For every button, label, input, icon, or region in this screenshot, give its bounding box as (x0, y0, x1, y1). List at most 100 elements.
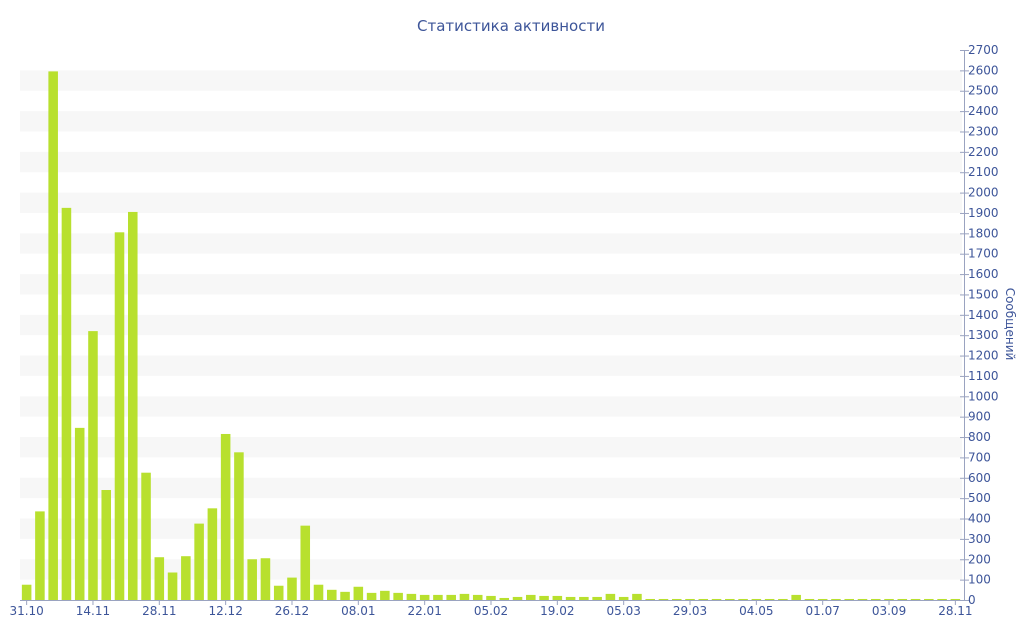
x-tick-label: 14.11 (76, 604, 110, 618)
bar (380, 590, 390, 600)
y-tick-label: 600 (968, 471, 991, 485)
x-tick-label: 01.07 (806, 604, 840, 618)
y-tick-label: 500 (968, 491, 991, 505)
y-tick-label: 0 (968, 593, 976, 607)
bar (884, 598, 894, 600)
bar (698, 598, 709, 600)
bar (512, 596, 523, 600)
y-tick-label: 2200 (968, 145, 999, 159)
bar (791, 594, 801, 600)
y-tick-label: 1300 (968, 328, 999, 342)
bar (74, 427, 85, 600)
grid-band (20, 151, 962, 173)
bar (618, 596, 629, 600)
bar (552, 595, 563, 600)
y-tick-label: 2500 (968, 84, 999, 98)
x-tick-label: 12.12 (208, 604, 242, 618)
bar (260, 558, 271, 600)
bar (327, 589, 337, 600)
grid-band (20, 314, 962, 336)
y-tick-label: 700 (968, 450, 991, 464)
bar (353, 586, 364, 600)
bar (844, 598, 854, 600)
grid-bands (20, 70, 962, 580)
x-tick-labels: 31.10 14.11 28.11 12.12 26.12 08.01 22.01 05.02… (9, 604, 972, 618)
y-tick-label: 1500 (968, 287, 999, 301)
bar (831, 598, 841, 600)
bar (287, 577, 297, 600)
grid-band (20, 111, 962, 132)
x-tick-label: 29.03 (673, 604, 707, 618)
y-tick-label: 1900 (968, 206, 999, 220)
y-tick-label: 1400 (968, 308, 999, 322)
x-tick-label: 19.02 (540, 604, 574, 618)
x-tick-label: 05.03 (607, 604, 641, 618)
bars (21, 71, 961, 600)
bar (950, 598, 961, 600)
y-axis-title: Сообщений (1003, 288, 1017, 361)
bar (605, 593, 616, 600)
bar (61, 207, 72, 600)
y-tick-label: 200 (968, 552, 991, 566)
bar (181, 556, 191, 600)
bar (924, 598, 934, 600)
y-tick-label: 1000 (968, 389, 999, 403)
bar (340, 591, 350, 600)
bar (48, 71, 58, 600)
bar (194, 523, 204, 600)
bar (313, 584, 324, 600)
y-tick-label: 800 (968, 430, 991, 444)
x-tick-label: 08.01 (341, 604, 375, 618)
y-tick-label: 900 (968, 410, 991, 424)
y-tick-label: 2000 (968, 186, 999, 200)
axes (20, 50, 969, 605)
bar (870, 598, 881, 600)
bar (247, 559, 257, 600)
y-tick-label: 1600 (968, 267, 999, 281)
y-tick-label: 100 (968, 573, 991, 587)
grid-band (20, 477, 962, 499)
bar (393, 592, 403, 600)
x-tick-label: 22.01 (407, 604, 441, 618)
bar (711, 598, 722, 600)
y-tick-label: 400 (968, 512, 991, 526)
x-tick-label: 28.11 (938, 604, 972, 618)
bar (804, 598, 815, 600)
bar (671, 598, 682, 600)
bar (751, 598, 762, 600)
bar (539, 595, 549, 600)
bar (645, 598, 655, 600)
grid-band (20, 437, 962, 458)
grid-band (20, 70, 962, 91)
y-tick-label: 2600 (968, 63, 999, 77)
grid-band (20, 233, 962, 254)
bar (207, 508, 218, 600)
bar (419, 594, 430, 600)
grid-band (20, 518, 962, 539)
y-tick-labels: 0 100 200 300 400 500 600 700 800 900 1000 1100 1200… (968, 43, 999, 607)
grid-band (20, 192, 962, 213)
bar (273, 585, 284, 600)
y-tick-label: 1200 (968, 349, 999, 363)
bar (446, 594, 456, 600)
y-tick-label: 2700 (968, 43, 999, 57)
y-tick-label: 1100 (968, 369, 999, 383)
grid-band (20, 355, 962, 376)
bar (21, 584, 32, 600)
x-tick-label: 03.09 (872, 604, 906, 618)
bar (738, 598, 748, 600)
y-tick-label: 1700 (968, 247, 999, 261)
x-tick-label: 28.11 (142, 604, 176, 618)
bar (897, 598, 908, 600)
x-tick-label: 26.12 (275, 604, 309, 618)
bar (300, 525, 311, 600)
y-tick-label: 2400 (968, 104, 999, 118)
bar (114, 232, 125, 600)
bar (526, 594, 536, 600)
bar (579, 596, 589, 600)
bar (725, 598, 735, 600)
y-tick-label: 2300 (968, 124, 999, 138)
bar (857, 598, 868, 600)
grid-band (20, 274, 962, 295)
bar (35, 511, 45, 600)
